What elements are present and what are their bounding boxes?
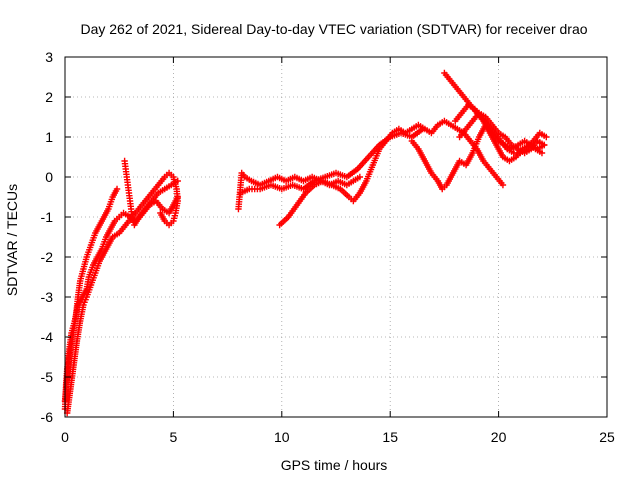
y-tick-label: -1 xyxy=(41,209,54,225)
data-point xyxy=(499,181,507,189)
x-tick-label: 20 xyxy=(491,429,507,445)
chart-title: Day 262 of 2021, Sidereal Day-to-day VTE… xyxy=(80,21,587,37)
series-track-10 xyxy=(452,101,550,157)
x-tick-label: 25 xyxy=(599,429,615,445)
y-axis-label: SDTVAR / TECUs xyxy=(4,184,20,296)
y-tick-label: 1 xyxy=(45,129,53,145)
x-tick-label: 5 xyxy=(170,429,178,445)
y-tick-label: 2 xyxy=(45,89,53,105)
x-tick-label: 0 xyxy=(61,429,69,445)
data-point xyxy=(356,173,364,181)
y-tick-label: -3 xyxy=(41,289,54,305)
data-points xyxy=(61,69,550,417)
axis-ticks: 0 5 10 15 20 25 -6 -5 -4 -3 -2 -1 0 1 2 3 xyxy=(41,49,615,445)
x-axis-label: GPS time / hours xyxy=(281,457,388,473)
data-point xyxy=(538,149,546,157)
data-point xyxy=(113,185,121,193)
x-tick-label: 10 xyxy=(274,429,290,445)
x-tick-label: 15 xyxy=(382,429,398,445)
y-tick-label: -6 xyxy=(41,409,54,425)
y-tick-label: -5 xyxy=(41,369,54,385)
data-point xyxy=(540,141,548,149)
series-track-11 xyxy=(456,109,548,157)
plot-frame xyxy=(64,56,608,418)
y-tick-label: 0 xyxy=(45,169,53,185)
y-tick-label: -2 xyxy=(41,249,54,265)
data-point xyxy=(174,177,181,185)
data-point xyxy=(543,133,550,141)
data-point xyxy=(157,209,164,217)
series-track-4 xyxy=(121,157,181,229)
y-tick-label: 3 xyxy=(45,49,53,65)
series-track-7 xyxy=(276,117,507,229)
y-tick-label: -4 xyxy=(41,329,54,345)
grid xyxy=(65,57,607,417)
